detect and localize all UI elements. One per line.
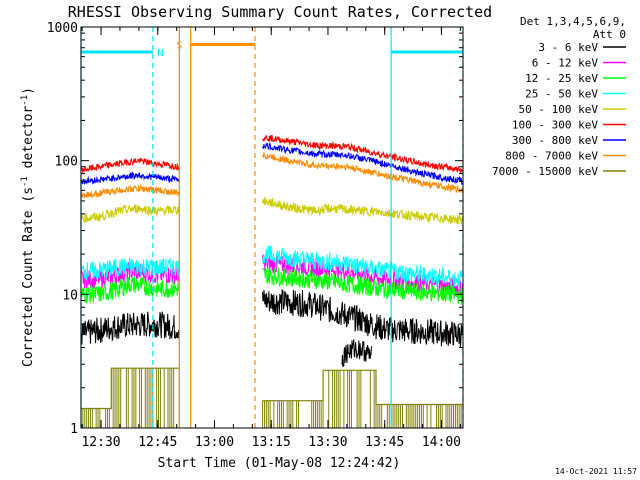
series-line-0-post-gap xyxy=(262,289,464,348)
series-line-0-pre-gap xyxy=(80,311,180,345)
x-tick-label: 12:30 xyxy=(81,435,120,450)
footer-timestamp: 14-Oct-2021 11:57 xyxy=(555,467,637,476)
plot-frame xyxy=(80,26,464,429)
series-line-3-pre-gap xyxy=(80,256,180,280)
flag-label-N: N xyxy=(157,48,163,59)
series-6 xyxy=(80,142,464,185)
y-axis-label-part: detector xyxy=(21,106,36,177)
legend-header: Det 1,3,4,5,6,9, xyxy=(520,15,626,28)
series-4 xyxy=(80,196,464,225)
series-line-6-pre-gap xyxy=(80,171,180,185)
series-line-2-pre-gap xyxy=(80,276,180,304)
y-tick-label: 1 xyxy=(70,422,78,437)
series-5 xyxy=(80,134,464,174)
series-line-5-pre-gap xyxy=(80,157,180,174)
series-line-3-post-gap xyxy=(262,244,464,288)
y-tick-label: 100 xyxy=(55,155,78,170)
y-axis-label-part: Corrected Count Rate (s xyxy=(21,187,36,367)
legend-label-7: 800 - 7000 keV xyxy=(505,150,598,163)
series-layer xyxy=(80,134,464,428)
olive-step-segment-1 xyxy=(262,369,463,406)
flag-label-S: S xyxy=(176,40,182,51)
chart-title: RHESSI Observing Summary Count Rates, Co… xyxy=(68,3,492,21)
legend-label-0: 3 - 6 keV xyxy=(538,41,598,54)
extra-series-line-0 xyxy=(341,339,373,368)
series-line-6-post-gap xyxy=(262,142,464,185)
x-tick-label: 13:45 xyxy=(365,435,404,450)
series-line-7-post-gap xyxy=(262,152,464,194)
legend: Det 1,3,4,5,6,9,Att 03 - 6 keV 6 - 12 keV… xyxy=(492,15,626,178)
legend-label-5: 100 - 300 keV xyxy=(512,119,598,132)
x-axis-label: Start Time (01-May-08 12:24:42) xyxy=(158,456,401,471)
series-2 xyxy=(80,267,464,305)
series-line-4-post-gap xyxy=(262,196,464,225)
series-line-2-post-gap xyxy=(262,267,464,305)
legend-label-1: 6 - 12 keV xyxy=(532,57,599,70)
y-tick-label: 10 xyxy=(62,288,78,303)
axis-layer: 12:30 12:45 13:00 13:15 13:30 13:45 14:00 1 10 10… xyxy=(47,21,463,450)
legend-label-4: 50 - 100 keV xyxy=(519,103,599,116)
legend-label-8: 7000 - 15000 keV xyxy=(492,165,598,178)
x-tick-label: 14:00 xyxy=(422,435,461,450)
series-0 xyxy=(80,289,464,348)
y-axis-label-part: -1 xyxy=(20,176,30,187)
x-tick-label: 12:45 xyxy=(138,435,177,450)
y-axis-label-part: -1 xyxy=(20,95,30,106)
y-axis-label: Corrected Count Rate (s-1 detector-1) xyxy=(20,87,36,367)
y-axis-label-part: ) xyxy=(21,87,36,95)
x-tick-label: 13:30 xyxy=(308,435,347,450)
series-line-5-post-gap xyxy=(262,134,464,173)
x-tick-label: 13:15 xyxy=(252,435,291,450)
series-7 xyxy=(80,152,464,200)
y-tick-label: 1000 xyxy=(47,21,78,36)
legend-label-2: 12 - 25 keV xyxy=(525,72,598,85)
series-3 xyxy=(80,244,464,288)
legend-header: Att 0 xyxy=(593,28,626,41)
legend-label-6: 300 - 800 keV xyxy=(512,134,598,147)
series-line-7-pre-gap xyxy=(80,184,180,200)
legend-label-3: 25 - 50 keV xyxy=(525,88,598,101)
x-tick-label: 13:00 xyxy=(195,435,234,450)
series-line-4-pre-gap xyxy=(80,203,180,223)
